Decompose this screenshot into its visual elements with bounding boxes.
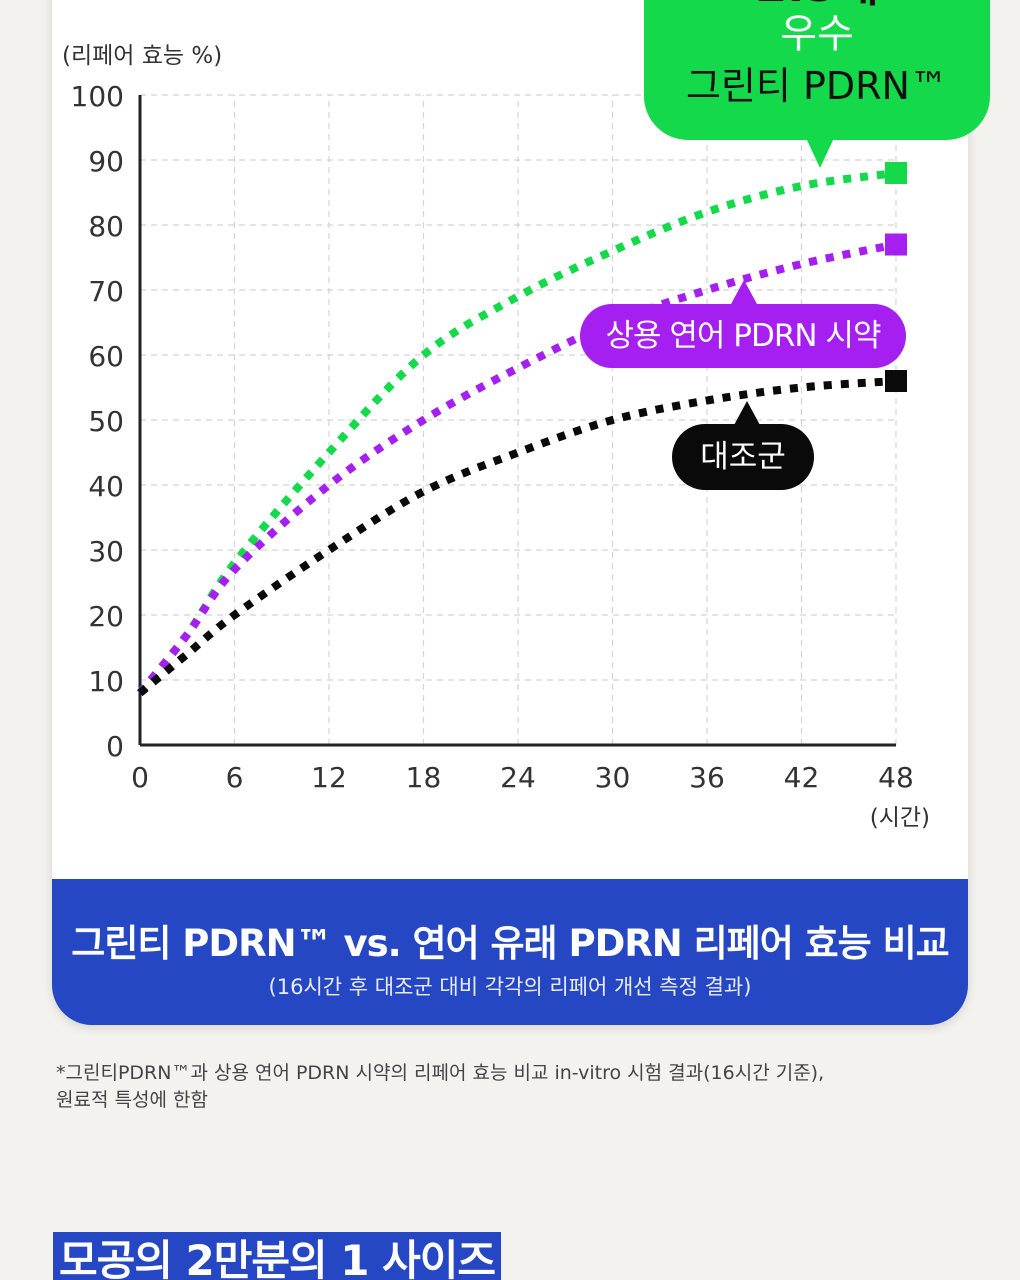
series-line-1 — [136, 240, 897, 696]
y-tick-label: 90 — [88, 145, 124, 178]
x-tick-label: 6 — [226, 761, 244, 794]
green-callout-line3: 그린티 PDRN™ — [686, 64, 948, 108]
y-tick-label: 30 — [88, 535, 124, 568]
black-callout: 대조군 — [672, 424, 814, 490]
x-tick-label: 42 — [784, 761, 820, 794]
chart-card: 0 10 20 30 40 50 60 70 80 90 100 0 6 12 18 24 30 36 42 48 (리… — [52, 0, 968, 1025]
y-tick-label: 40 — [88, 470, 124, 503]
y-tick-label: 60 — [88, 340, 124, 373]
series-endpoint-1 — [885, 233, 907, 256]
y-tick-label: 50 — [88, 405, 124, 438]
section-heading: 모공의 2만분의 1 사이즈 — [53, 1232, 502, 1280]
chart-caption-band: 그린티 PDRN™ vs. 연어 유래 PDRN 리페어 효능 비교 (16시간… — [52, 879, 968, 1025]
y-tick-label: 70 — [88, 275, 124, 308]
x-tick-label: 36 — [689, 761, 725, 794]
purple-callout-pointer — [730, 280, 758, 306]
green-callout-line1: 2.5배 — [644, 0, 990, 10]
green-callout-line2: 우수 — [780, 11, 854, 57]
y-tick-label: 0 — [106, 730, 124, 763]
caption-subtitle: (16시간 후 대조군 대비 각각의 리페어 개선 측정 결과) — [268, 975, 752, 999]
x-tick-label: 18 — [406, 761, 442, 794]
x-tick-label: 24 — [500, 761, 536, 794]
x-tick-label: 0 — [131, 761, 149, 794]
purple-callout: 상용 연어 PDRN 시약 — [580, 304, 906, 368]
series-endpoint-0 — [885, 162, 907, 184]
black-callout-pointer — [733, 401, 761, 427]
caption-title: 그린티 PDRN™ vs. 연어 유래 PDRN 리페어 효능 비교 — [71, 922, 949, 965]
y-tick-label: 20 — [88, 600, 124, 633]
y-axis-label: (리페어 효능 %) — [62, 43, 222, 69]
line-chart: 0 10 20 30 40 50 60 70 80 90 100 0 6 12 18 24 30 36 42 48 (리… — [62, 43, 930, 831]
green-callout: 2.5배 우수 그린티 PDRN™ — [644, 0, 990, 140]
footnote-line2: 원료적 특성에 한함 — [56, 1089, 208, 1111]
x-tick-label: 12 — [311, 761, 347, 794]
x-axis-unit: (시간) — [870, 805, 930, 831]
y-tick-label: 100 — [71, 80, 124, 113]
series-line-2 — [137, 377, 897, 697]
green-callout-pointer — [806, 138, 834, 168]
footnote: *그린티PDRN™과 상용 연어 PDRN 시약의 리페어 효능 비교 in-v… — [56, 1060, 956, 1114]
x-tick-label: 48 — [878, 761, 914, 794]
y-tick-label: 10 — [88, 665, 124, 698]
x-tick-label: 30 — [595, 761, 631, 794]
footnote-line1: *그린티PDRN™과 상용 연어 PDRN 시약의 리페어 효능 비교 in-v… — [56, 1062, 825, 1084]
series-endpoint-2 — [885, 370, 907, 392]
y-tick-label: 80 — [88, 210, 124, 243]
